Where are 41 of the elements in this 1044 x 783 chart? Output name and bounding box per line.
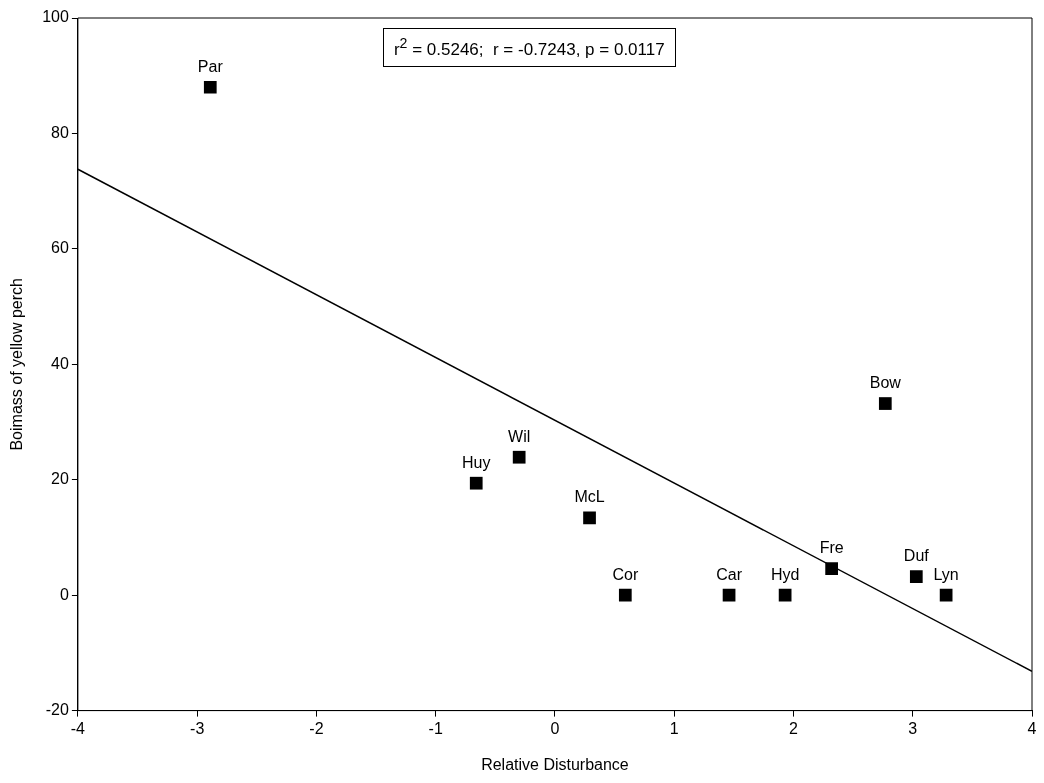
annotation: Hyd [770, 565, 800, 583]
y-tick-label: 80 [51, 123, 69, 141]
point [909, 570, 923, 584]
x-tick-label: -2 [309, 719, 324, 737]
annotation: Lyn [933, 565, 959, 583]
annotation: Cor [612, 565, 639, 583]
x-tick-label: 4 [1027, 719, 1037, 737]
y-tick-label: 100 [42, 8, 69, 26]
point [722, 588, 736, 602]
point [583, 511, 596, 525]
y-tick-label: -20 [45, 701, 69, 719]
x-tick-label: 2 [789, 719, 799, 737]
point [939, 588, 953, 602]
annotation: Duf [903, 547, 930, 565]
point [618, 588, 632, 602]
annotation: r$^{2}$ = 0.5246; r = -0.7243, p = 0.0117 [382, 28, 676, 67]
point [878, 397, 892, 410]
point [203, 80, 217, 94]
y-axis-title: Boimass of yellow perch [8, 278, 26, 451]
point [778, 588, 792, 602]
annotation: Wil [508, 427, 531, 445]
annotation: Par [197, 57, 224, 75]
x-tick-label: -4 [70, 719, 86, 737]
annotation: Huy [462, 453, 491, 471]
annotation: Car [716, 565, 743, 583]
point [512, 450, 526, 464]
x-tick-label: 0 [550, 719, 560, 737]
annotation: Bow [869, 373, 902, 391]
y-tick-label: 60 [51, 239, 69, 257]
x-tick-label: -1 [428, 719, 443, 737]
annotation: McL [574, 488, 605, 506]
y-tick-label: 40 [51, 354, 69, 372]
point [825, 562, 838, 575]
x-tick-label: 3 [908, 719, 918, 737]
point [469, 476, 483, 490]
x-tick-label: -3 [190, 719, 205, 737]
annotation: Fre [819, 539, 844, 557]
y-tick-label: 0 [59, 585, 69, 603]
x-axis-title: Relative Disturbance [481, 755, 629, 773]
x-tick-label: 1 [669, 719, 679, 737]
y-tick-label: 20 [51, 470, 69, 488]
